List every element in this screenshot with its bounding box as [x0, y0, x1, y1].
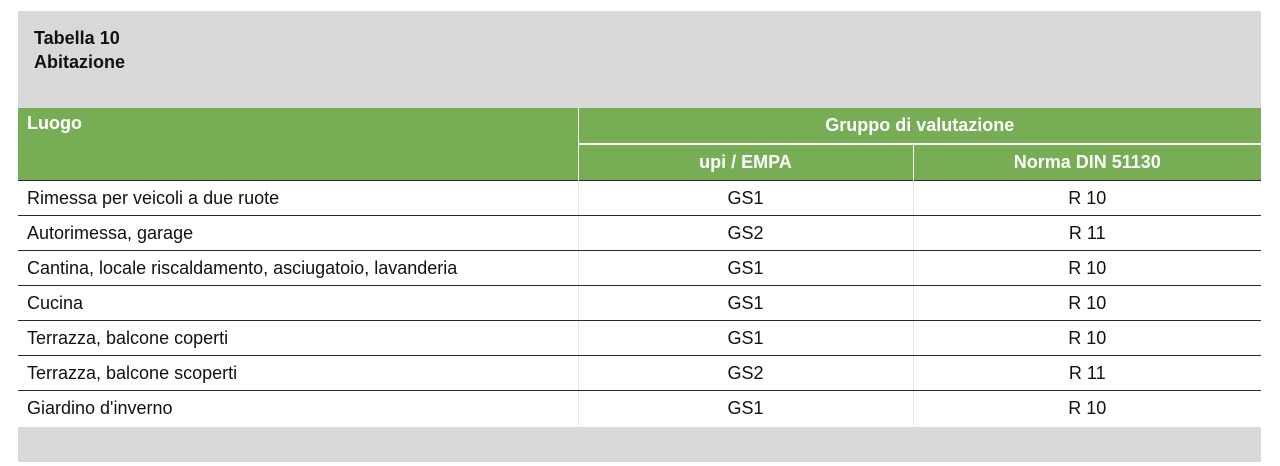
table-card: Tabella 10 Abitazione Luogo Gruppo di va… — [18, 11, 1262, 462]
cell-location: Giardino d'inverno — [27, 397, 173, 418]
column-header-upi: upi / EMPA — [577, 144, 913, 181]
column-group-header: Gruppo di valutazione — [577, 108, 1262, 145]
cell-location: Cucina — [18, 285, 578, 321]
title-band: Tabella 10 Abitazione — [18, 11, 1261, 108]
cell-upi: GS1 — [577, 320, 913, 356]
table-row: Rimessa per veicoli a due ruote GS1 R 10 — [18, 180, 1262, 216]
cell-upi: GS1 — [577, 180, 913, 216]
table-row: Terrazza, balcone coperti GS1 R 10 — [18, 320, 1262, 356]
table-row: Giardino d'inverno GS1 R 10 — [18, 390, 1262, 425]
cell-din: R 11 — [912, 215, 1262, 251]
cell-din: R 10 — [912, 390, 1262, 425]
cell-upi: GS1 — [577, 285, 913, 321]
cell-upi: GS2 — [577, 355, 913, 391]
cell-din: R 11 — [912, 355, 1262, 391]
cell-din: R 10 — [912, 320, 1262, 356]
table-row: Terrazza, balcone scoperti GS2 R 11 — [18, 355, 1262, 391]
column-header-din: Norma DIN 51130 — [912, 144, 1262, 181]
cell-upi: GS1 — [577, 250, 913, 286]
cell-location: Cantina, locale riscaldamento, asciugato… — [18, 250, 578, 286]
table-row: Autorimessa, garage GS2 R 11 — [18, 215, 1262, 251]
cell-din: R 10 — [912, 180, 1262, 216]
table-number: Tabella 10 — [34, 28, 120, 48]
table-row: Cucina GS1 R 10 — [18, 285, 1262, 321]
cell-location: Terrazza, balcone coperti — [18, 320, 578, 356]
column-header-location: Luogo — [18, 108, 578, 181]
cell-upi: GS1 — [577, 390, 913, 425]
table-title: Abitazione — [34, 52, 126, 72]
cell-location: Rimessa per veicoli a due ruote — [18, 180, 578, 216]
cell-din: R 10 — [912, 285, 1262, 321]
cell-upi: GS2 — [577, 215, 913, 251]
cell-location: Autorimessa, garage — [18, 215, 578, 251]
footer-band — [18, 427, 1261, 462]
cell-location: Terrazza, balcone scoperti — [18, 355, 578, 391]
data-table: Luogo Gruppo di valutazione upi / EMPA N… — [18, 108, 1262, 425]
table-row: Cantina, locale riscaldamento, asciugato… — [18, 250, 1262, 286]
cell-din: R 10 — [912, 250, 1262, 286]
